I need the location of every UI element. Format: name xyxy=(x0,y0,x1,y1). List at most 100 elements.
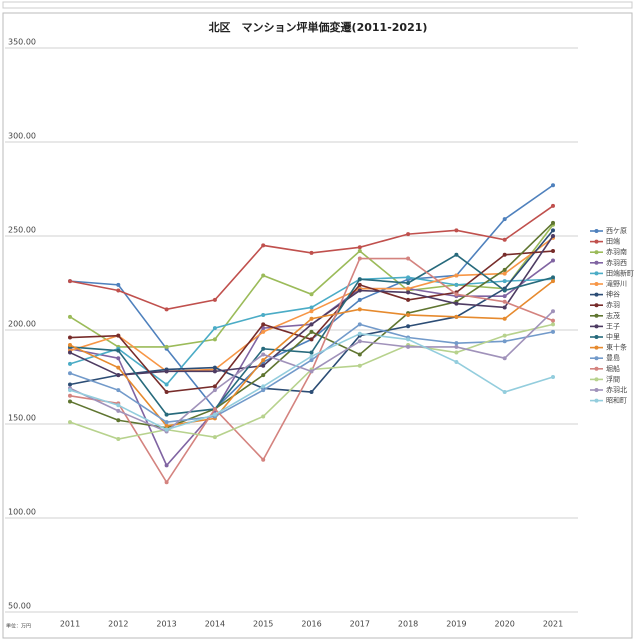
point xyxy=(261,346,266,351)
point xyxy=(164,307,169,312)
point xyxy=(164,480,169,485)
point xyxy=(164,412,169,417)
y-tick-label: 300.00 xyxy=(8,132,36,141)
point xyxy=(551,329,555,334)
point xyxy=(68,393,72,398)
point xyxy=(406,290,411,295)
point xyxy=(502,316,507,321)
legend-marker xyxy=(594,282,599,286)
legend-label: 滝野川 xyxy=(606,279,627,288)
legend-label: 西ケ原 xyxy=(606,227,627,235)
point xyxy=(309,390,314,395)
point xyxy=(164,369,169,374)
point xyxy=(551,203,555,208)
point xyxy=(454,359,459,364)
point xyxy=(309,316,314,321)
legend-label: 神谷 xyxy=(606,290,620,299)
legend-marker xyxy=(594,377,599,382)
point xyxy=(406,256,411,261)
point xyxy=(116,348,121,353)
point xyxy=(357,307,362,312)
point xyxy=(551,258,555,263)
point xyxy=(212,297,217,302)
point xyxy=(212,384,217,389)
point xyxy=(261,326,266,331)
y-tick-label: 50.00 xyxy=(8,602,31,611)
point xyxy=(357,352,362,357)
legend-marker xyxy=(594,239,599,244)
legend-label: 豊島 xyxy=(606,353,620,362)
point xyxy=(357,277,362,282)
legend-marker xyxy=(594,292,599,297)
point xyxy=(454,301,459,306)
point xyxy=(502,390,507,395)
point xyxy=(454,228,459,233)
legend-marker xyxy=(594,335,599,339)
point xyxy=(454,292,459,297)
point xyxy=(212,406,217,411)
point xyxy=(454,282,459,287)
point xyxy=(261,273,266,278)
point xyxy=(551,220,555,225)
point xyxy=(551,183,555,188)
point xyxy=(212,388,217,393)
point xyxy=(309,250,314,255)
point xyxy=(116,373,121,378)
top-strip xyxy=(2,1,633,9)
point xyxy=(68,335,72,340)
point xyxy=(454,314,459,319)
y-tick-label: 250.00 xyxy=(8,226,36,235)
legend-label: 志茂 xyxy=(606,311,620,320)
point xyxy=(68,382,72,387)
legend-label: 赤羽西 xyxy=(606,259,627,267)
point xyxy=(502,271,507,276)
point xyxy=(212,365,217,370)
legend-marker xyxy=(594,250,599,255)
point xyxy=(502,305,507,310)
legend-label: 堀船 xyxy=(606,364,620,373)
x-tick-label: 2017 xyxy=(350,620,370,629)
point xyxy=(454,350,459,355)
point xyxy=(68,361,72,366)
point xyxy=(261,384,266,389)
point xyxy=(551,228,555,233)
point xyxy=(164,463,169,468)
point xyxy=(309,369,314,374)
point xyxy=(357,245,362,250)
x-tick-label: 2020 xyxy=(495,620,515,629)
point xyxy=(357,288,362,293)
chart-frame xyxy=(2,12,633,639)
legend-marker xyxy=(594,324,599,329)
legend-label: 東十条 xyxy=(606,343,627,352)
point xyxy=(454,341,459,346)
x-tick-label: 2011 xyxy=(60,620,80,629)
point xyxy=(68,399,72,404)
x-tick-label: 2014 xyxy=(205,620,225,629)
point xyxy=(261,363,266,368)
x-tick-label: 2016 xyxy=(301,620,321,629)
point xyxy=(261,322,266,327)
point xyxy=(406,344,411,349)
legend-label: 王子 xyxy=(606,322,620,330)
point xyxy=(164,344,169,349)
point xyxy=(212,369,217,374)
point xyxy=(212,326,217,331)
point xyxy=(261,358,266,363)
point xyxy=(551,249,555,254)
point xyxy=(551,309,555,314)
legend-marker xyxy=(594,313,599,318)
point xyxy=(68,388,72,393)
point xyxy=(309,337,314,342)
point xyxy=(212,412,217,417)
point xyxy=(502,217,507,222)
point xyxy=(357,282,362,287)
point xyxy=(261,457,266,462)
point xyxy=(309,329,314,334)
point xyxy=(68,350,72,355)
legend-label: 田端 xyxy=(606,237,620,246)
legend-label: 昭和町 xyxy=(606,396,627,405)
point xyxy=(309,292,314,297)
legend-label: 浮間 xyxy=(606,374,620,383)
chart-title: 北区 マンション坪単価変遷(2011-2021) xyxy=(209,20,428,34)
